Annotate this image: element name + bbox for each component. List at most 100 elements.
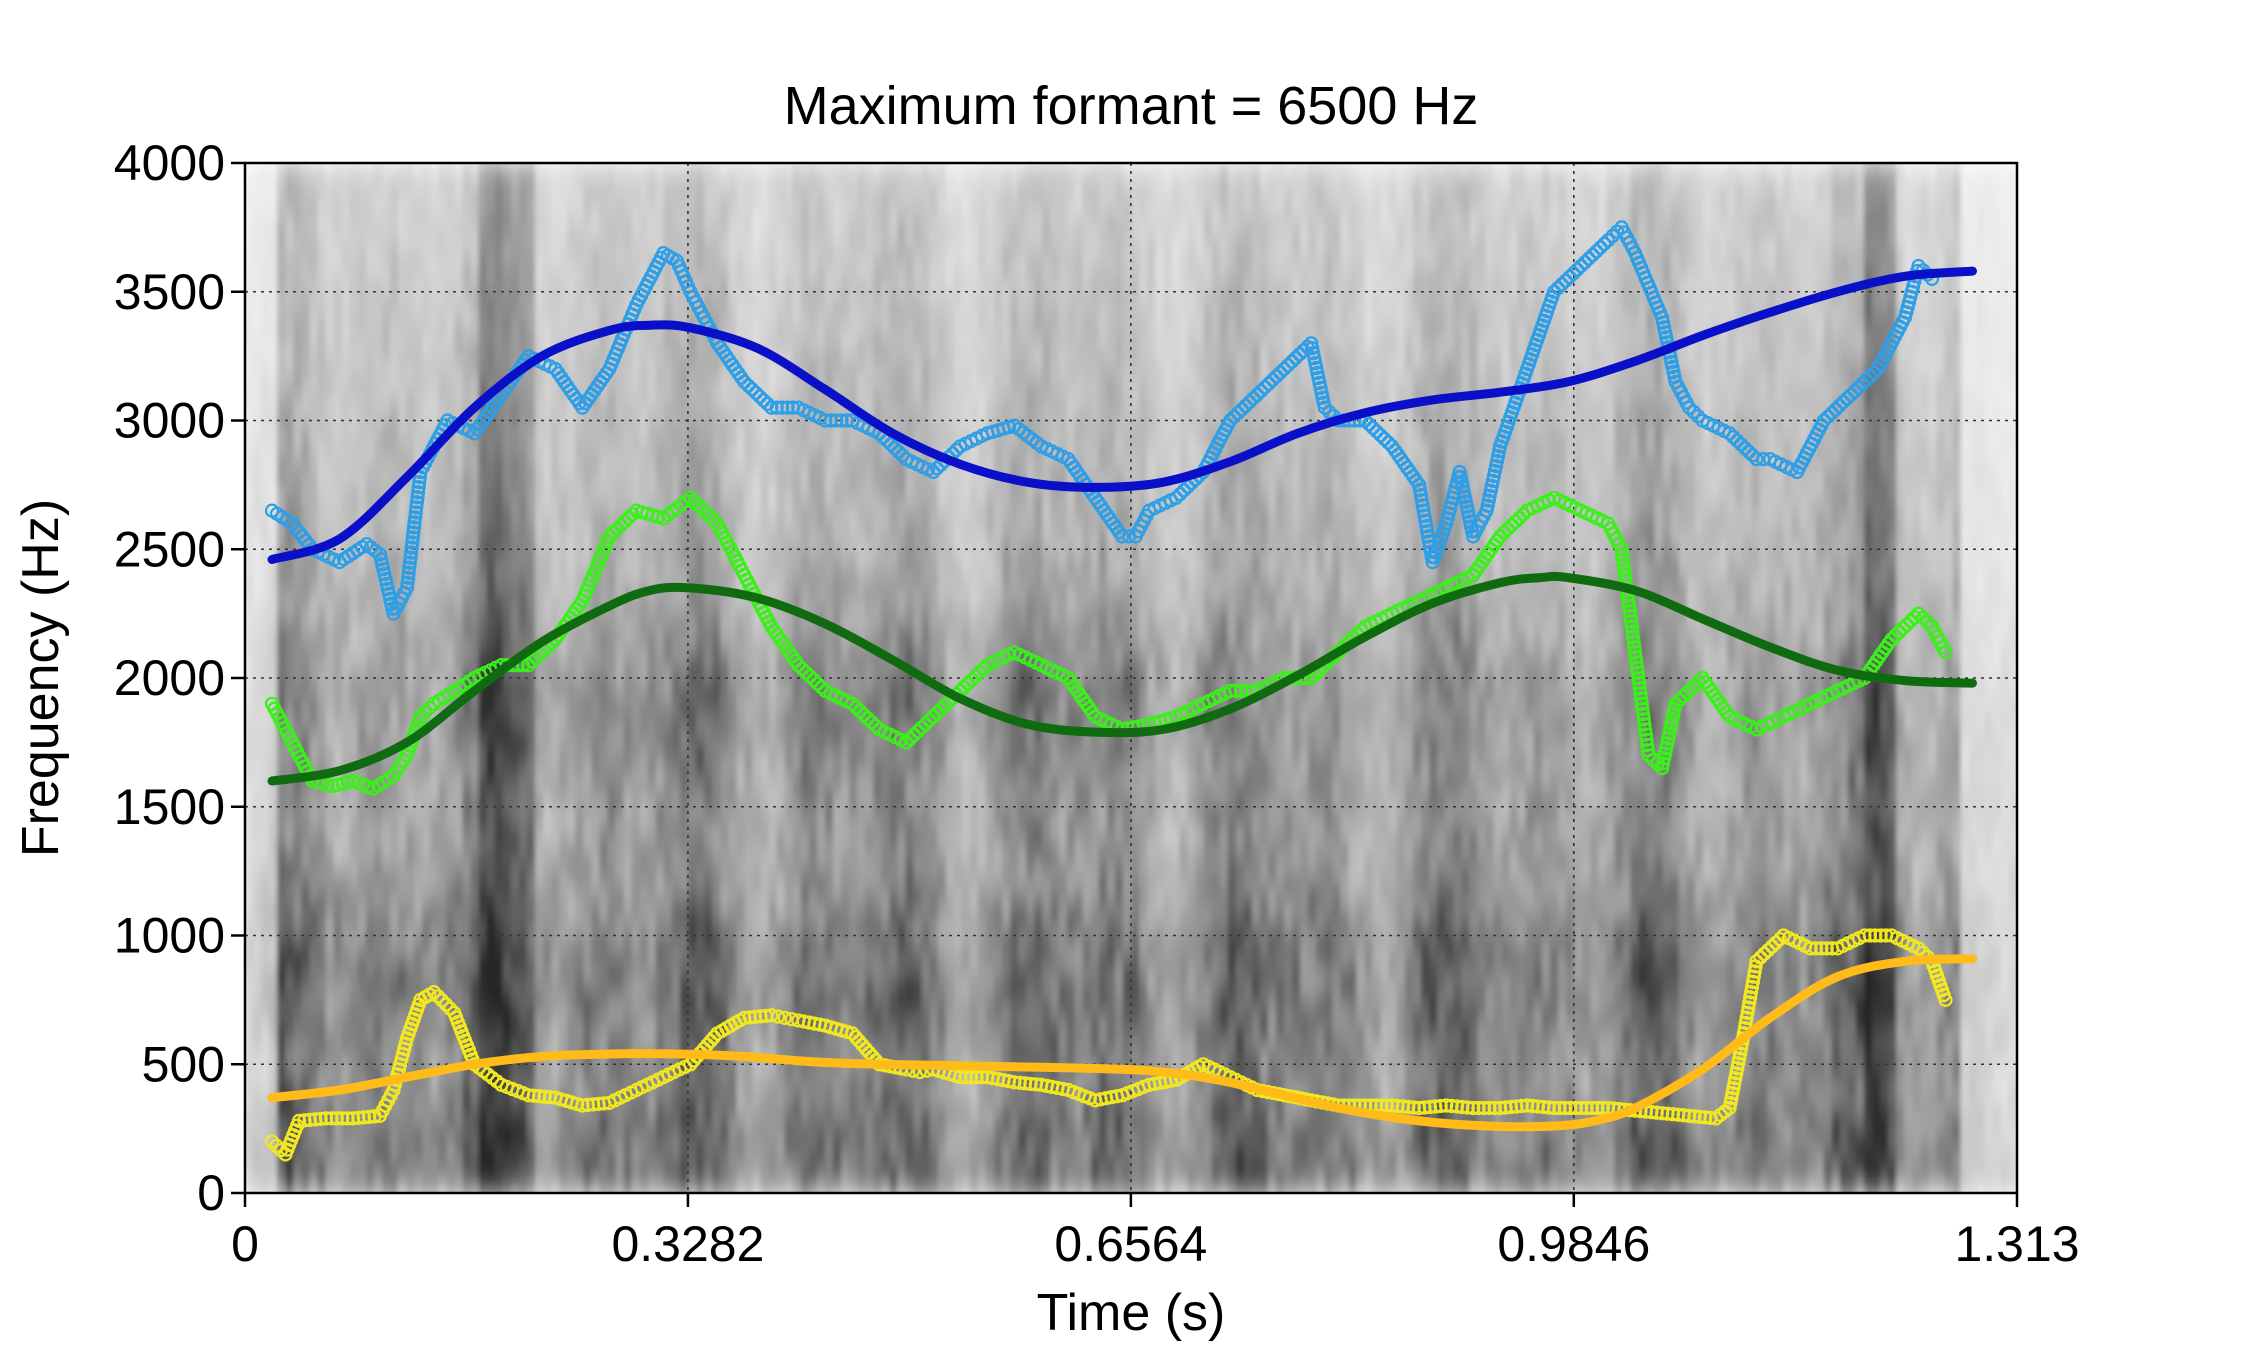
formant-point-fill [1253, 384, 1269, 399]
formant-point-fill [409, 495, 424, 510]
formant-point [926, 709, 941, 724]
formant-point-fill [586, 1097, 601, 1112]
formant-point-fill [1733, 437, 1749, 452]
formant-point-fill [356, 1110, 371, 1125]
formant-point-fill [1180, 479, 1195, 494]
formant-point [1911, 941, 1926, 956]
formant-point-fill [1525, 1098, 1540, 1114]
formant-point-fill [1616, 557, 1631, 572]
formant-point [737, 374, 752, 389]
formant-point-fill [537, 1089, 552, 1104]
formant-point [1223, 413, 1238, 428]
grid-lines [245, 163, 2017, 1193]
formant-point-fill [1623, 609, 1638, 624]
formant-point [426, 984, 441, 1000]
formant-point-fill [1873, 928, 1888, 943]
formant-point-fill [430, 989, 446, 1004]
formant-point-fill [1640, 737, 1655, 753]
formant-point-fill [408, 510, 423, 525]
formant-point-fill [580, 1097, 595, 1113]
formant-point-fill [1631, 675, 1647, 691]
formant-point-fill [1558, 273, 1573, 288]
formant-point-fill [963, 1069, 979, 1085]
y-tick-label: 3500 [114, 264, 225, 320]
formant-point-fill [1417, 1100, 1432, 1115]
formant-point [264, 1134, 280, 1149]
formant-point-fill [806, 672, 821, 687]
formant-point-fill [351, 1110, 366, 1125]
formant-point-fill [883, 437, 899, 452]
formant-point-fill [1862, 928, 1878, 943]
formant-point-fill [698, 505, 713, 520]
formant-point-fill [1280, 358, 1296, 373]
formant-point-fill [1226, 409, 1242, 424]
formant-point [818, 413, 833, 428]
formant-point-fill [1593, 240, 1608, 255]
formant-point-fill [407, 515, 422, 530]
formant-point-fill [406, 520, 422, 535]
formant-point-fill [1228, 683, 1243, 699]
formant-point-fill [1265, 372, 1280, 388]
formant-point-fill [906, 727, 922, 743]
formant-point-fill [1740, 1005, 1755, 1020]
formant-point-fill [1590, 1100, 1605, 1116]
formant-point-fill [1552, 1100, 1567, 1116]
formant-point-fill [1390, 1098, 1405, 1114]
formant-point-fill [1742, 995, 1757, 1010]
formant-point-fill [617, 514, 632, 529]
formant-point-fill [528, 650, 544, 665]
formant-point-fill [910, 724, 926, 739]
x-tick-label: 0.3282 [611, 1216, 764, 1272]
formant-point-fill [1597, 236, 1612, 251]
x-tick-label: 0.9846 [1497, 1216, 1650, 1272]
x-tick-label: 0 [231, 1216, 259, 1272]
formant-point [777, 1010, 792, 1026]
formant-point-fill [1514, 1098, 1529, 1114]
formant-point-fill [1679, 685, 1695, 700]
formant-point-fill [1498, 1100, 1513, 1115]
formant-point-fill [852, 703, 868, 719]
formant-point-fill [335, 1111, 350, 1126]
formant-point-fill [1568, 1100, 1583, 1116]
formant-point-fill [411, 485, 426, 500]
formant-point [764, 400, 779, 415]
formant-point-fill [1365, 420, 1381, 435]
formant-point [1749, 452, 1764, 467]
formant-point-fill [1579, 1100, 1594, 1116]
formant-point-fill [956, 680, 972, 695]
formant-point-fill [439, 997, 454, 1012]
y-tick-label: 0 [197, 1165, 225, 1221]
formant-point-fill [1672, 692, 1687, 708]
formant-point-fill [1724, 1090, 1739, 1106]
formant-point-fill [1509, 1099, 1524, 1114]
formant-point-fill [1692, 1109, 1707, 1124]
y-axis: 0 500 1000 1500 2000 2500 3000 3500 4000 [114, 135, 245, 1221]
formant-point-fill [1230, 406, 1246, 421]
formant-point-fill [609, 521, 625, 537]
formant-point-fill [1741, 1000, 1756, 1015]
formant-point-fill [1808, 941, 1824, 956]
formant-point-fill [402, 555, 417, 570]
y-tick-label: 4000 [114, 135, 225, 191]
formant-point-fill [1737, 441, 1753, 456]
formant-point-fill [434, 993, 450, 1008]
formant-point-fill [1764, 939, 1780, 954]
formant-point-fill [1460, 1100, 1475, 1115]
formant-point-fill [795, 661, 810, 676]
formant-point-fill [1415, 498, 1430, 513]
formant-point-fill [1617, 562, 1632, 578]
formant-point-fill [1369, 424, 1384, 439]
series-layer [264, 220, 1977, 1162]
chart-title: Maximum formant = 6500 Hz [784, 76, 1479, 136]
formant-point-fill [860, 711, 875, 726]
formant-point-fill [329, 1111, 344, 1126]
formant-point-fill [1892, 624, 1907, 640]
formant-point-fill [1907, 610, 1922, 625]
formant-point-fill [422, 700, 437, 716]
formant-point [602, 529, 617, 544]
formant-point-fill [412, 469, 427, 485]
formant-point-fill [1566, 266, 1581, 281]
formant-point-fill [1419, 518, 1434, 534]
formant-point-fill [810, 676, 825, 691]
formant-point-fill [1828, 402, 1843, 417]
